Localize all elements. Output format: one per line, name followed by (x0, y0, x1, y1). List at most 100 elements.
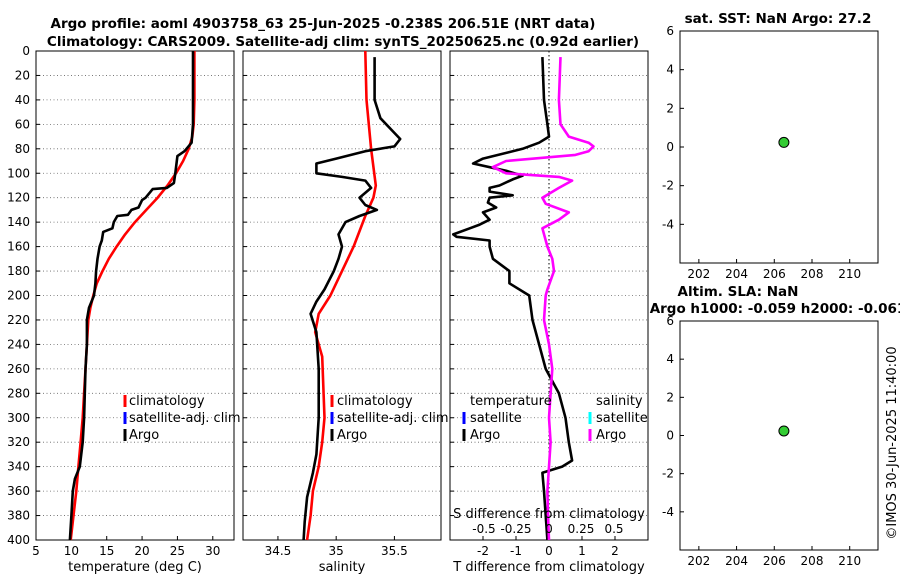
y-tick-label: -2 (662, 179, 674, 193)
sla-markers (778, 425, 790, 437)
sst-panel: sat. SST: NaN Argo: 27.2 -4 -2 0 2 4 6 202 204 2… (662, 11, 879, 281)
t-difference-xlabel: T difference from climatology (452, 560, 645, 575)
x-tick-label: 202 (687, 554, 710, 568)
x-tick-label: 20 (134, 544, 149, 558)
depth-tick-label: 200 (7, 289, 30, 303)
x-tick-label: 2 (611, 544, 619, 558)
depth-tick-label: 380 (7, 509, 30, 523)
sla-tick-labels: -4 -2 0 2 4 6 202 204 206 208 210 (662, 314, 861, 568)
argo-position-marker (778, 136, 790, 148)
sla-axes-box (679, 320, 879, 551)
depth-tick-label: 260 (7, 362, 30, 376)
difference-series (451, 57, 595, 541)
depth-tick-label: 280 (7, 386, 30, 400)
depth-tick-label: 100 (7, 166, 30, 180)
depth-tick-label: 80 (15, 142, 30, 156)
depth-tick-label: 180 (7, 264, 30, 278)
temperature-xlabel: temperature (deg C) (68, 560, 202, 575)
depth-tick-labels: 0 20 40 60 80 100 120 140 160 180 200 220 240 260 280 3… (7, 44, 30, 547)
sst-axes-box (679, 30, 879, 264)
x-tick-label: 202 (687, 267, 710, 281)
temperature-panel: 0 20 40 60 80 100 120 140 160 180 200 220 240 260 280 3… (7, 44, 241, 575)
x-tick-label: 25 (170, 544, 185, 558)
sst-markers (778, 136, 790, 148)
legend-t-satellite-label: satellite (470, 411, 522, 426)
s-tick-label: 0 (545, 522, 553, 536)
x-tick-label: 206 (763, 554, 786, 568)
y-tick-label: 4 (666, 63, 674, 77)
s-difference-xlabel: S difference from climatology (453, 507, 645, 522)
x-tick-label: 35.5 (381, 544, 408, 558)
temperature-series (68, 51, 196, 541)
sla-title-line-1: Altim. SLA: NaN (678, 284, 799, 300)
x-tick-label: 10 (64, 544, 79, 558)
y-tick-label: -2 (662, 467, 674, 481)
series-line (305, 50, 378, 541)
series-line (451, 57, 574, 541)
s-difference-tick-labels: -0.5 -0.25 0 0.25 0.5 (472, 522, 623, 536)
legend-s-argo-label: Argo (596, 428, 626, 443)
s-tick-label: -0.5 (472, 522, 495, 536)
depth-tick-label: 360 (7, 484, 30, 498)
x-tick-label: -2 (477, 544, 489, 558)
depth-tick-label: 220 (7, 313, 30, 327)
x-tick-label: 0 (545, 544, 553, 558)
y-tick-label: 2 (666, 390, 674, 404)
depth-tick-label: 120 (7, 191, 30, 205)
s-tick-label: 0.5 (604, 522, 623, 536)
salinity-tick-labels: 34.5 35 35.5 (265, 544, 408, 558)
sla-title-line-2: Argo h1000: -0.059 h2000: -0.061 (650, 301, 900, 317)
sst-tick-labels: -4 -2 0 2 4 6 202 204 206 208 210 (662, 24, 861, 281)
y-tick-label: 6 (666, 314, 674, 328)
depth-tick-label: 160 (7, 240, 30, 254)
figure-title-line-2: Climatology: CARS2009. Satellite-adj cli… (47, 34, 639, 50)
x-tick-label: 208 (801, 267, 824, 281)
x-tick-label: 206 (763, 267, 786, 281)
x-tick-label: 210 (838, 554, 861, 568)
x-tick-label: 204 (725, 554, 748, 568)
salinity-panel: 34.5 35 35.5 salinity climatology satellit… (242, 50, 449, 575)
legend-temperature-title: temperature (470, 394, 552, 409)
x-tick-label: -1 (510, 544, 522, 558)
difference-legend: temperature satellite Argo salinity sate… (462, 394, 648, 443)
y-tick-label: 4 (666, 352, 674, 366)
y-tick-label: 6 (666, 24, 674, 38)
salinity-series (302, 50, 402, 541)
y-tick-label: -4 (662, 217, 674, 231)
x-tick-label: 34.5 (265, 544, 292, 558)
x-tick-label: 204 (725, 267, 748, 281)
s-tick-label: -0.25 (500, 522, 531, 536)
legend-s-satellite-label: satellite (596, 411, 648, 426)
legend-argo-label: Argo (129, 428, 159, 443)
temperature-legend: climatology satellite-adj. clim Argo (123, 394, 241, 443)
salinity-legend: climatology satellite-adj. clim Argo (330, 394, 449, 443)
legend-argo-label: Argo (337, 428, 367, 443)
legend-salinity-title: salinity (596, 394, 643, 409)
sla-panel: Altim. SLA: NaN Argo h1000: -0.059 h2000… (650, 284, 900, 568)
legend-satellite-adj-label: satellite-adj. clim (337, 411, 449, 426)
series-line (69, 51, 196, 541)
y-tick-label: 0 (666, 140, 674, 154)
s-tick-label: 0.25 (568, 522, 595, 536)
x-tick-label: 5 (32, 544, 40, 558)
depth-tick-label: 300 (7, 411, 30, 425)
figure-title-line-1: Argo profile: aoml 4903758_63 25-Jun-202… (51, 16, 596, 32)
series-line (491, 57, 595, 541)
imos-watermark: ©IMOS 30-Jun-2025 11:40:00 (885, 346, 900, 539)
depth-tick-label: 240 (7, 337, 30, 351)
sst-title: sat. SST: NaN Argo: 27.2 (685, 11, 872, 27)
y-tick-label: 2 (666, 101, 674, 115)
depth-tick-label: 400 (7, 533, 30, 547)
legend-t-argo-label: Argo (470, 428, 500, 443)
temperature-grid (35, 50, 234, 541)
x-tick-label: 35 (329, 544, 344, 558)
difference-panel: -2 -1 0 1 2 T difference from climatology S … (449, 50, 649, 575)
depth-tick-label: 60 (15, 117, 30, 131)
series-line (68, 51, 195, 541)
temperature-tick-labels: 5 10 15 20 25 30 (32, 544, 220, 558)
y-tick-label: -4 (662, 505, 674, 519)
depth-tick-label: 0 (22, 44, 30, 58)
x-tick-label: 1 (578, 544, 586, 558)
legend-satellite-adj-label: satellite-adj. clim (129, 411, 241, 426)
